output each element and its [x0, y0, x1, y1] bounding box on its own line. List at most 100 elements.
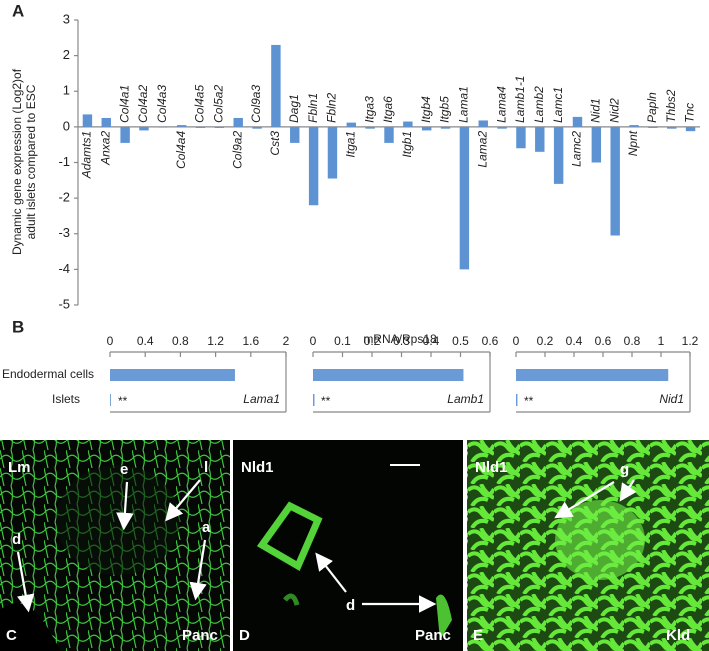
x-tick-label: Col4a1: [117, 85, 131, 123]
bar: [313, 369, 464, 381]
x-tick-label: Col5a2: [212, 85, 226, 123]
bar: [82, 114, 93, 127]
bar: [685, 126, 696, 132]
bar: [346, 122, 357, 127]
bar: [327, 126, 338, 179]
annotation: **: [321, 394, 331, 408]
x-tick-label: Itgb1: [400, 131, 414, 158]
x-tick-label: Itgb4: [419, 96, 433, 123]
panel-label: C: [6, 627, 17, 644]
bar: [535, 126, 545, 152]
bar: [648, 126, 658, 128]
stain-label: Nld1: [241, 459, 274, 476]
x-tick-label: Lama2: [475, 131, 489, 168]
x-tick-label: 0.2: [364, 334, 381, 348]
bar: [459, 126, 470, 270]
y-tick-label: -4: [58, 261, 70, 276]
bar: [176, 125, 187, 127]
x-tick-label: Thbs2: [664, 89, 678, 123]
x-tick-label: Adamts1: [80, 131, 94, 179]
x-tick-label: Cst3: [268, 131, 282, 156]
x-tick-label: 0.6: [595, 334, 612, 348]
x-tick-label: 0.5: [452, 334, 469, 348]
mark-label: d: [12, 531, 21, 548]
bar: [497, 126, 507, 129]
y-axis-label: adult islets compared to ESC: [24, 84, 38, 239]
tissue-label: Kld: [666, 627, 690, 644]
row-label: Endodermal cells: [2, 367, 94, 381]
x-tick-label: Itga1: [343, 131, 357, 158]
x-tick-label: Lamb1-1: [513, 76, 527, 123]
x-tick-label: 2: [283, 334, 290, 348]
x-tick-label: Dag1: [287, 94, 301, 123]
bar: [403, 121, 413, 127]
x-tick-label: Nid2: [607, 98, 621, 123]
y-tick-label: 1: [63, 83, 70, 98]
bar: [158, 126, 168, 128]
bar: [233, 117, 243, 127]
micrograph-d: Nld1 d D Panc: [233, 440, 463, 651]
x-tick-label: Col4a3: [155, 85, 169, 123]
x-tick-label: 1.2: [207, 334, 224, 348]
x-tick-label: 1.6: [242, 334, 259, 348]
y-tick-label: -1: [58, 154, 70, 169]
bar: [120, 126, 130, 143]
x-tick-label: Npnt: [626, 130, 640, 156]
panel-label: A: [12, 1, 24, 20]
x-tick-label: Fbln2: [325, 93, 339, 123]
gene-label: Lama1: [243, 392, 280, 406]
x-tick-label: 0.1: [334, 334, 351, 348]
gene-label: Nid1: [659, 392, 684, 406]
x-tick-label: Col9a2: [230, 131, 244, 169]
mark-label: a: [202, 519, 211, 536]
micrograph-e: Nld1 g E Kld: [467, 440, 709, 651]
x-tick-label: 0.4: [423, 334, 440, 348]
bar: [110, 369, 235, 381]
x-tick-label: Fbln1: [306, 93, 320, 123]
bar: [139, 126, 149, 131]
x-tick-label: Itga6: [381, 96, 395, 123]
y-tick-label: -3: [58, 225, 70, 240]
tissue-label: Panc: [182, 627, 218, 644]
bar: [195, 126, 206, 128]
bar: [591, 126, 602, 163]
bar: [516, 126, 526, 149]
bar: [629, 125, 639, 127]
panel-label: E: [473, 627, 483, 644]
row-label: Islets: [52, 392, 80, 406]
x-tick-label: Lama1: [457, 86, 471, 123]
x-tick-label: 0.2: [537, 334, 554, 348]
x-tick-label: 0.4: [137, 334, 154, 348]
bar: [516, 369, 669, 381]
gene-label: Lamb1: [447, 392, 484, 406]
mark-label: g: [620, 461, 629, 478]
bar: [290, 126, 300, 143]
x-tick-label: 1.2: [682, 334, 699, 348]
tissue-label: Panc: [415, 627, 451, 644]
stain-label: Lm: [8, 459, 31, 476]
panel-label: D: [239, 627, 250, 644]
bar: [308, 126, 319, 206]
x-tick-label: Col4a5: [193, 85, 207, 123]
x-tick-label: Col4a2: [136, 85, 150, 123]
bar: [553, 126, 564, 184]
x-tick-label: 0.8: [624, 334, 641, 348]
annotation: **: [524, 394, 534, 408]
x-tick-label: 0.6: [482, 334, 499, 348]
x-tick-label: Lamc1: [551, 87, 565, 123]
bar: [313, 394, 315, 406]
x-tick-label: 0: [107, 334, 114, 348]
x-tick-label: 0: [310, 334, 317, 348]
x-tick-label: Col9a3: [249, 85, 263, 123]
bar: [214, 126, 225, 128]
y-tick-label: 3: [63, 11, 70, 26]
bar: [610, 126, 620, 236]
y-tick-label: 2: [63, 47, 70, 62]
mark-label: e: [120, 461, 128, 478]
y-axis-label: Dynamic gene expression (Log2)of: [10, 68, 24, 255]
annotation: **: [118, 394, 128, 408]
bar: [365, 126, 375, 129]
x-tick-label: 0.8: [172, 334, 189, 348]
x-tick-label: Lama4: [494, 86, 508, 123]
bar: [421, 126, 432, 131]
